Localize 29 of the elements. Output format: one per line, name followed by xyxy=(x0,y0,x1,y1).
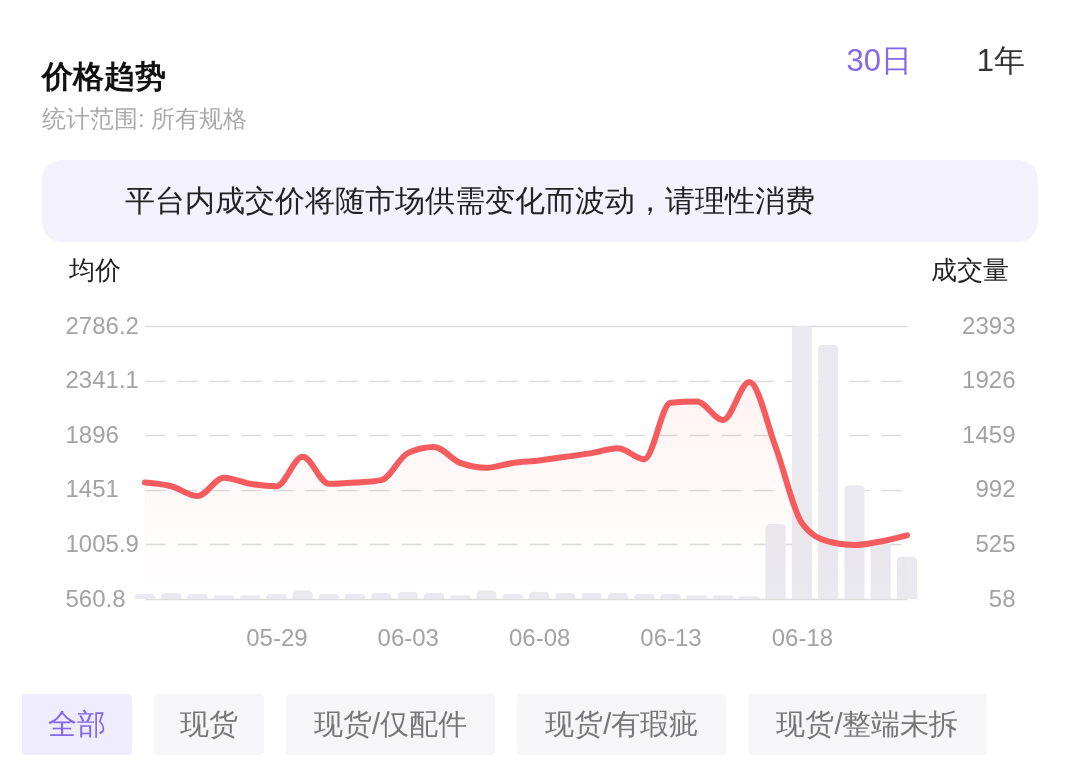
y-tick-label: 1005.9 xyxy=(65,529,139,557)
y2-tick-label: 525 xyxy=(975,529,1016,557)
x-tick-label: 06-03 xyxy=(377,623,439,651)
text: 全部 xyxy=(48,708,106,740)
text: 现货/整端未拆 xyxy=(776,708,959,740)
chart-title: 价格趋势 xyxy=(40,59,166,94)
text: 平台内成交价将随市场供需变化而波动，请理性消费 xyxy=(125,184,815,217)
text: 现货/有瑕疵 xyxy=(545,708,699,740)
y-tick-label: 560.8 xyxy=(65,584,126,612)
text: 现货 xyxy=(180,708,238,740)
y2-tick-label: 1926 xyxy=(962,366,1016,394)
x-tick-label: 06-18 xyxy=(771,623,834,651)
x-tick-label: 05-29 xyxy=(246,623,308,651)
y2-tick-label: 58 xyxy=(988,584,1016,612)
y-tick-label: 1896 xyxy=(65,420,119,448)
text: 30日 xyxy=(846,43,912,78)
y-tick-label: 1451 xyxy=(65,475,119,503)
y-tick-label: 2786.2 xyxy=(65,311,139,339)
y-tick-label: 2341.1 xyxy=(65,366,139,394)
y2-tick-label: 2393 xyxy=(962,311,1016,339)
x-tick-label: 06-13 xyxy=(640,623,702,651)
x-tick-label: 06-08 xyxy=(508,623,571,651)
y2-axis-title: 成交量 xyxy=(930,254,1009,285)
y-axis-title: 均价 xyxy=(67,254,121,285)
text: 现货/仅配件 xyxy=(314,708,468,740)
text: 1年 xyxy=(976,43,1025,78)
y2-tick-label: 1459 xyxy=(962,420,1016,448)
chart-subtitle: 统计范围: 所有规格 xyxy=(42,105,248,132)
y2-tick-label: 992 xyxy=(975,475,1016,503)
